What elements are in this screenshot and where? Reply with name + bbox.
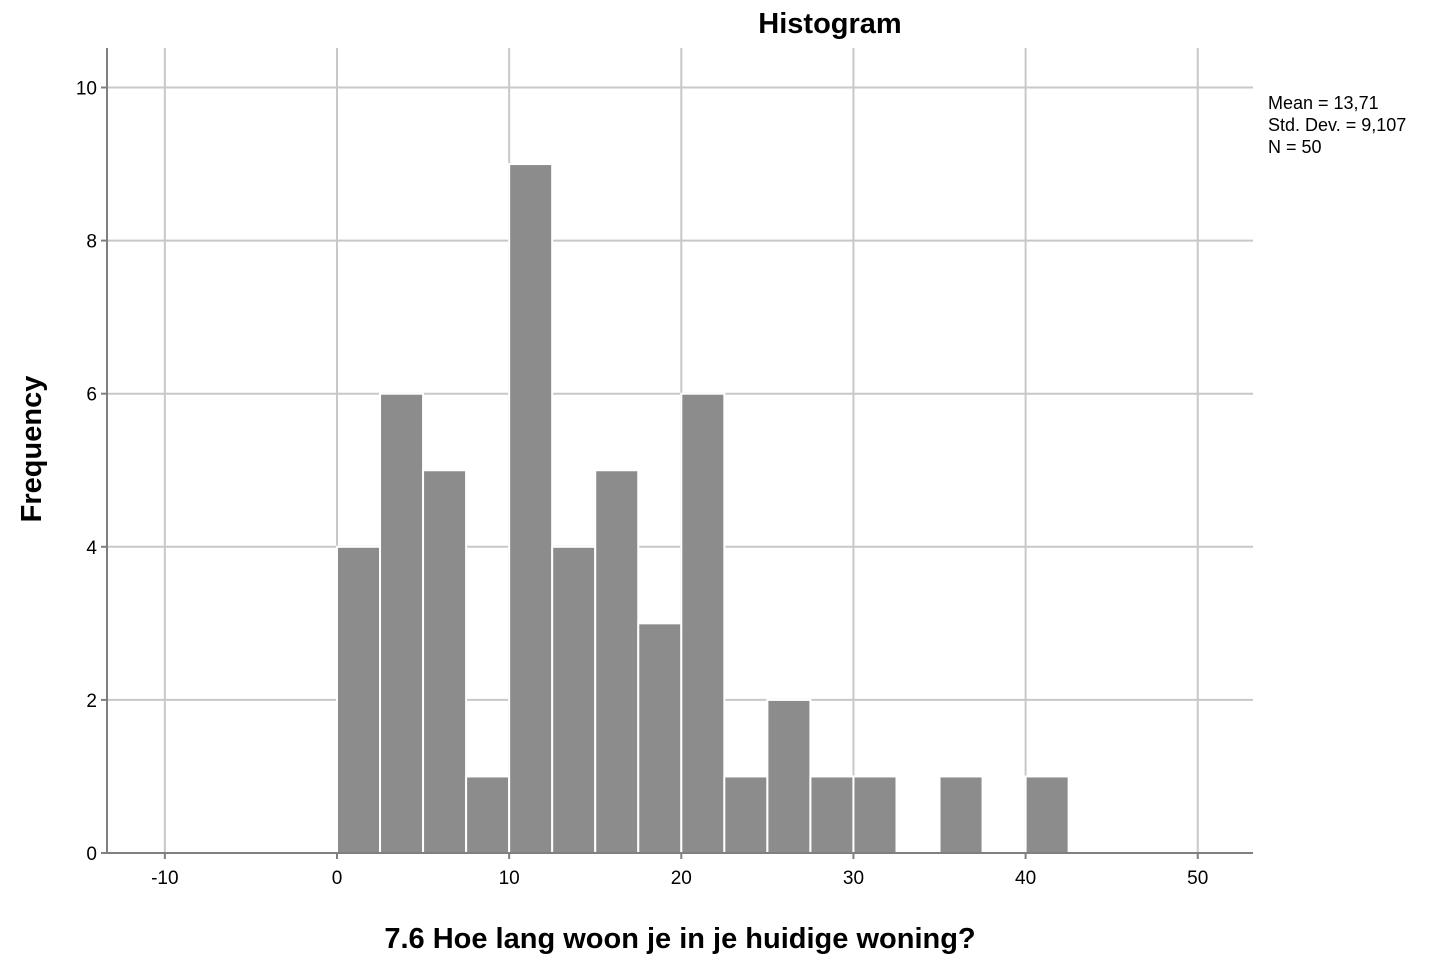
histogram-bar	[809, 775, 855, 855]
histogram-bar	[766, 698, 812, 855]
x-tick-label: -10	[151, 868, 178, 889]
y-tick-label: 0	[86, 844, 97, 865]
summary-statistics: Mean = 13,71 Std. Dev. = 9,107 N = 50	[1268, 93, 1406, 157]
histogram-bar	[723, 775, 769, 855]
stat-mean: Mean = 13,71	[1268, 93, 1379, 113]
chart-title: Histogram	[758, 8, 901, 40]
x-tick-label: 10	[499, 868, 520, 889]
x-tick-label: 50	[1187, 868, 1208, 889]
histogram-bar	[852, 775, 898, 855]
x-tick-label: 0	[332, 868, 343, 889]
y-axis-title: Frequency	[16, 376, 48, 523]
histogram-bar	[551, 545, 597, 854]
grid-lines	[107, 48, 1253, 853]
histogram-bar	[422, 469, 468, 854]
y-tick-label: 2	[86, 691, 97, 712]
y-tick-label: 10	[76, 79, 97, 100]
histogram-bar	[1024, 775, 1070, 855]
axes	[101, 48, 1253, 859]
x-tick-label: 20	[671, 868, 692, 889]
stat-std-dev: Std. Dev. = 9,107	[1268, 115, 1406, 135]
histogram-bar	[508, 163, 554, 855]
x-tick-label: 40	[1015, 868, 1036, 889]
x-tick-label: 30	[843, 868, 864, 889]
histogram-bar	[379, 392, 425, 854]
y-tick-label: 8	[86, 232, 97, 253]
histogram-bar	[336, 545, 382, 854]
stat-n: N = 50	[1268, 137, 1322, 157]
histogram-bar	[680, 392, 726, 854]
x-axis-title: 7.6 Hoe lang woon je in je huidige wonin…	[384, 923, 975, 955]
y-tick-label: 6	[86, 385, 97, 406]
histogram-bar	[938, 775, 984, 855]
y-tick-label: 4	[86, 538, 97, 559]
histogram-bar	[594, 469, 640, 854]
histogram-bar	[637, 622, 683, 854]
histogram-bars	[336, 163, 1070, 855]
histogram-bar	[465, 775, 511, 855]
tick-labels: 0 2 4 6 8 10 -10 0 10 20 30 40 50	[76, 79, 1208, 890]
